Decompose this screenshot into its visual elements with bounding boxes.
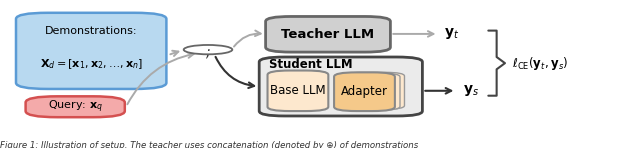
FancyBboxPatch shape: [334, 72, 395, 111]
FancyBboxPatch shape: [339, 73, 400, 110]
Text: $\mathbf{y}_t$: $\mathbf{y}_t$: [444, 26, 459, 41]
Text: $\mathbf{X}_d = [\mathbf{x}_1, \mathbf{x}_2, \ldots, \mathbf{x}_n]$: $\mathbf{X}_d = [\mathbf{x}_1, \mathbf{x…: [40, 58, 143, 71]
Text: Adapter: Adapter: [341, 85, 388, 98]
Text: Teacher LLM: Teacher LLM: [282, 28, 374, 41]
FancyBboxPatch shape: [26, 96, 125, 117]
FancyBboxPatch shape: [266, 16, 390, 52]
FancyBboxPatch shape: [344, 72, 404, 109]
FancyBboxPatch shape: [259, 57, 422, 116]
FancyBboxPatch shape: [268, 70, 328, 111]
Text: $\ell_{\mathrm{CE}}(\mathbf{y}_t, \mathbf{y}_s)$: $\ell_{\mathrm{CE}}(\mathbf{y}_t, \mathb…: [512, 55, 568, 72]
Text: ;: ;: [205, 46, 211, 60]
Text: Base LLM: Base LLM: [270, 84, 326, 97]
Text: Student LLM: Student LLM: [269, 58, 353, 71]
Text: Demonstrations:: Demonstrations:: [45, 26, 138, 36]
Text: $\mathbf{y}_s$: $\mathbf{y}_s$: [463, 83, 479, 98]
FancyBboxPatch shape: [16, 13, 166, 89]
Circle shape: [184, 45, 232, 54]
Text: Figure 1: Illustration of setup. The teacher uses concatenation (denoted by ⊕) o: Figure 1: Illustration of setup. The tea…: [0, 141, 419, 148]
Text: Query: $\mathbf{x}_q$: Query: $\mathbf{x}_q$: [48, 99, 102, 115]
